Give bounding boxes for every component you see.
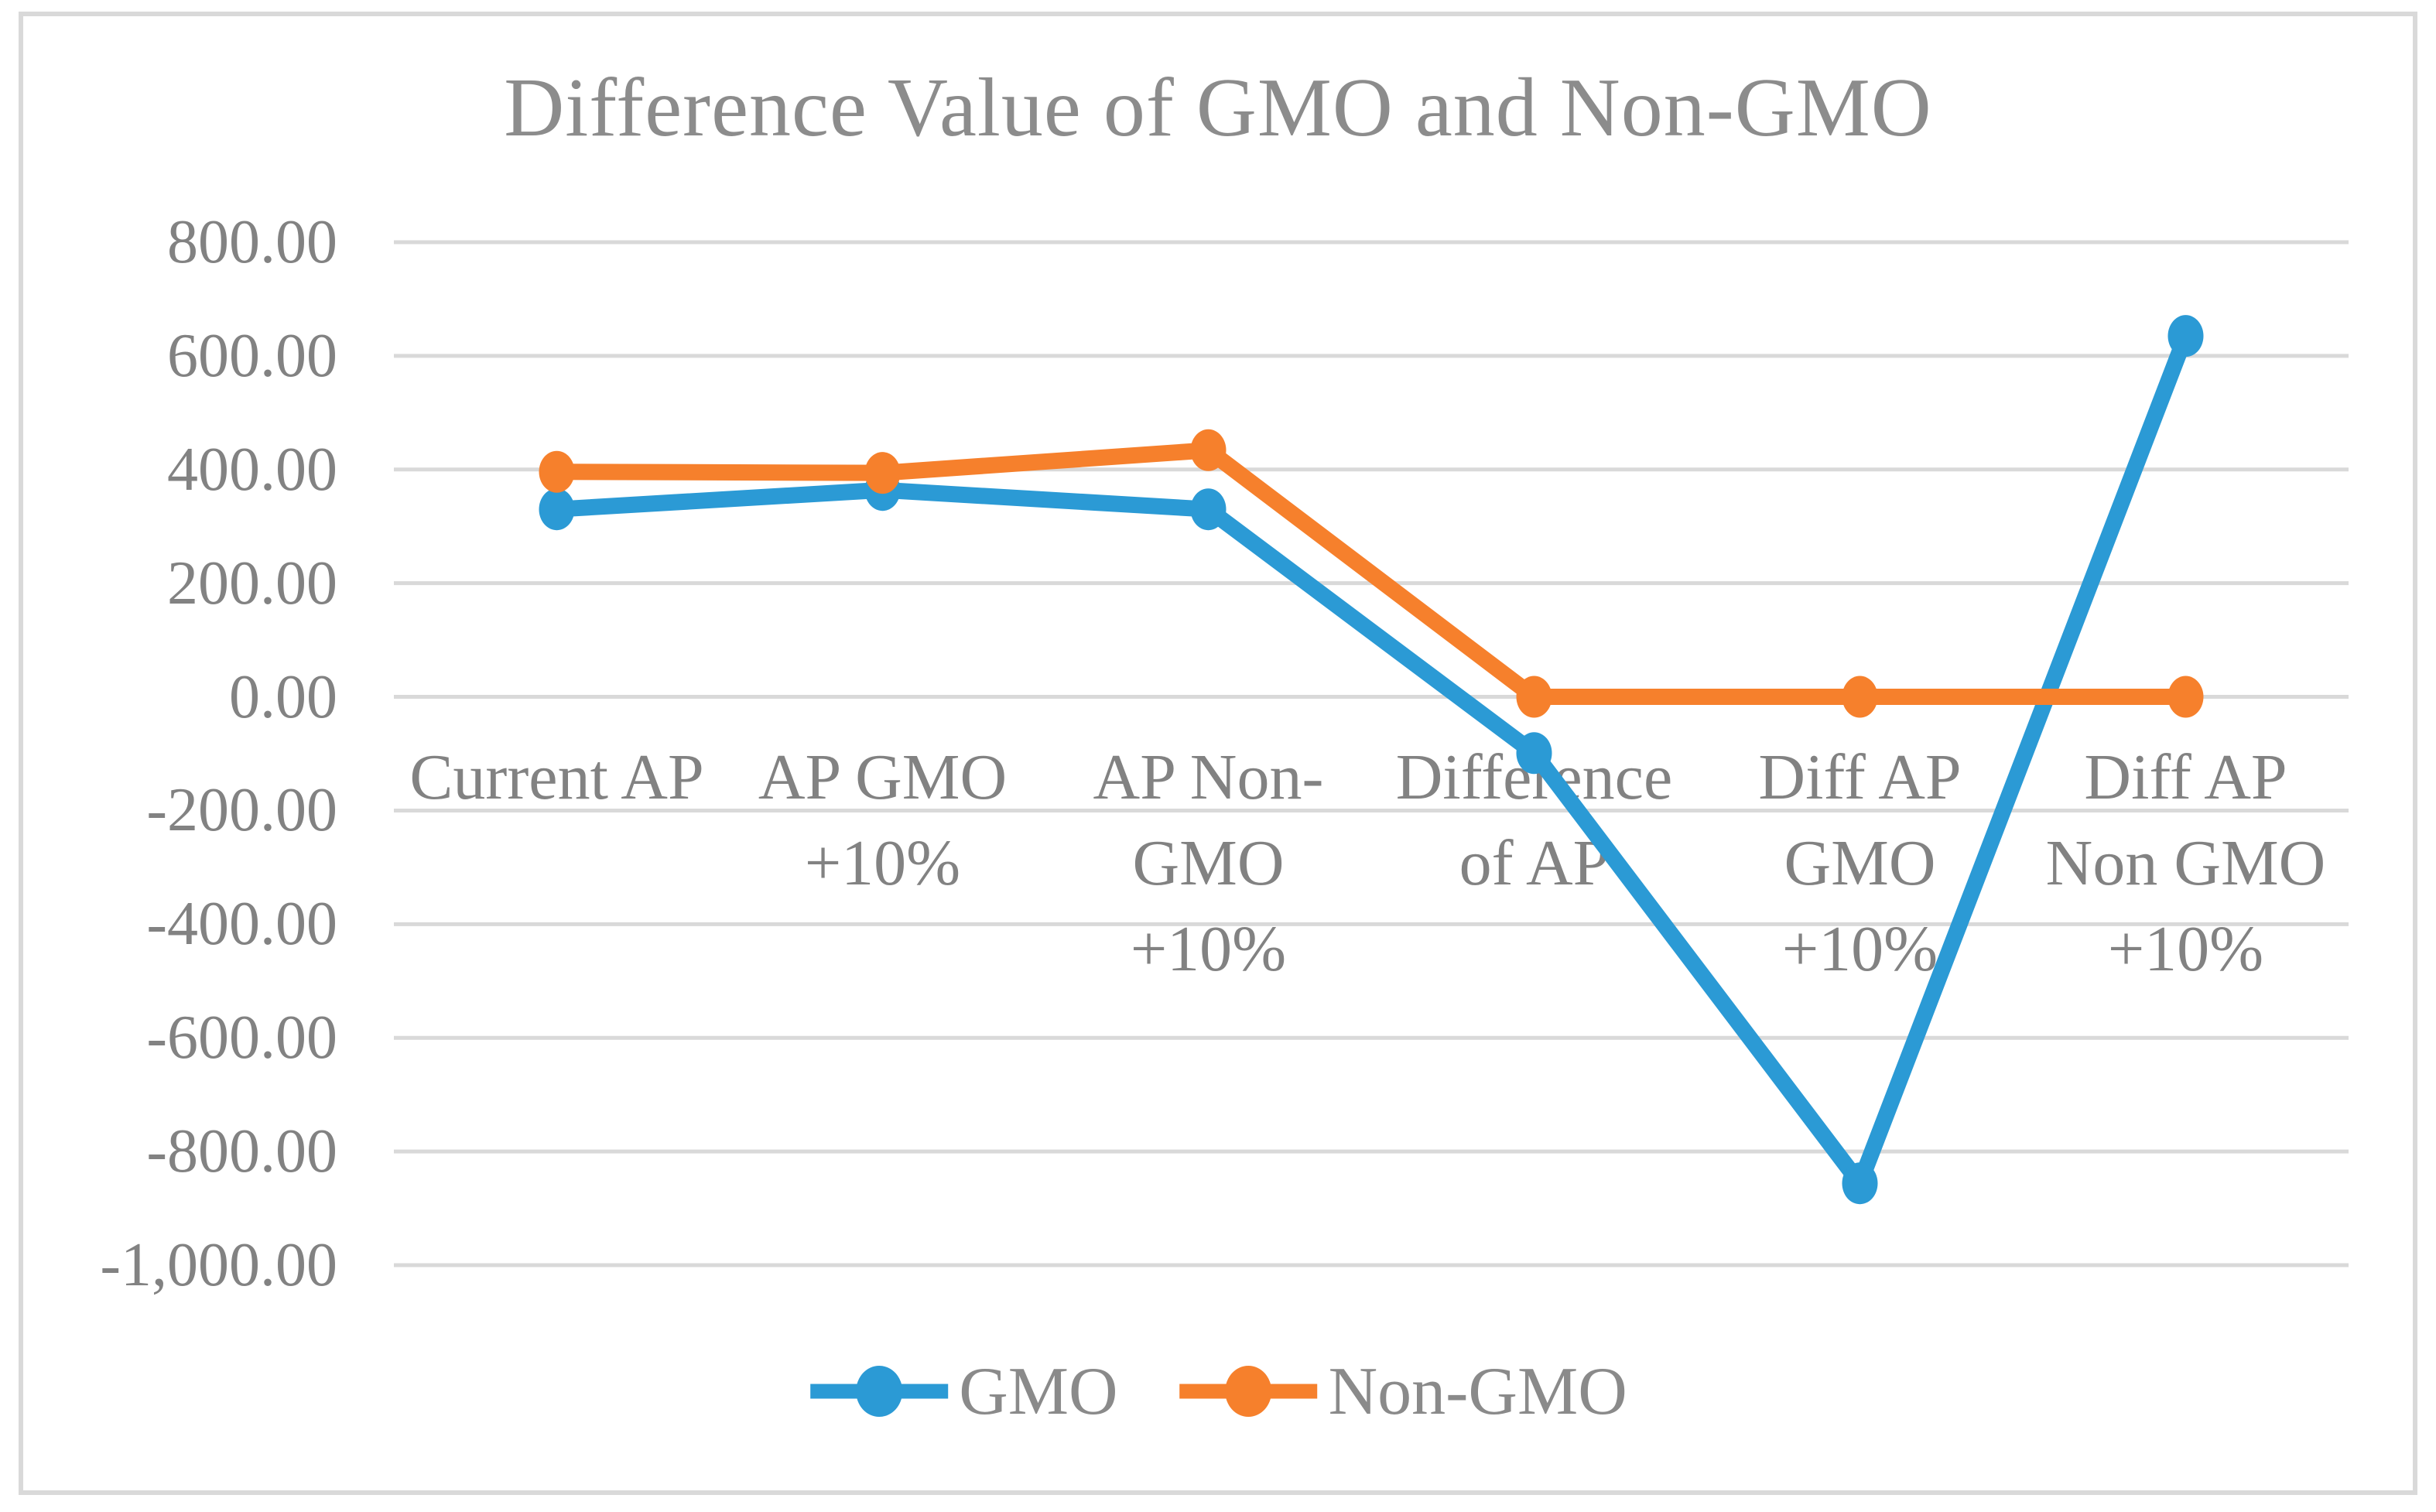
chart-border — [19, 12, 2417, 1495]
legend-label-non-gmo: Non-GMO — [1328, 1353, 1627, 1429]
data-point-marker — [864, 452, 901, 494]
data-point-marker — [2167, 315, 2204, 357]
data-point-marker — [1190, 429, 1227, 471]
legend-label-gmo: GMO — [959, 1353, 1118, 1429]
series-line-gmo — [549, 327, 2194, 1192]
chart-title: Difference Value of GMO and Non-GMO — [504, 62, 1932, 154]
data-point-marker — [1516, 676, 1552, 718]
y-tick-label: 0.00 — [229, 662, 337, 731]
series-line-non-gmo — [549, 442, 2194, 706]
y-tick-label: 800.00 — [167, 208, 337, 276]
data-point-marker — [539, 488, 575, 531]
data-point-marker — [2167, 676, 2204, 718]
legend-item-gmo: GMO — [809, 1345, 1118, 1438]
data-point-marker — [1190, 488, 1227, 531]
non-gmo-line-marker-icon — [1179, 1366, 1318, 1417]
x-category-label: AP GMO +10% — [758, 741, 1008, 899]
legend-marker — [856, 1366, 903, 1417]
legend-item-non-gmo: Non-GMO — [1179, 1345, 1627, 1438]
legend-marker — [1225, 1366, 1272, 1417]
y-tick-label: -1,000.00 — [100, 1231, 337, 1299]
x-category-label: Current AP — [409, 741, 704, 813]
data-point-marker — [1842, 1162, 1878, 1205]
y-tick-label: -600.00 — [146, 1004, 337, 1072]
x-category-label: AP Non- GMO +10% — [1093, 741, 1324, 985]
data-point-marker — [1516, 732, 1552, 775]
y-tick-label: -200.00 — [146, 776, 337, 845]
y-tick-label: 200.00 — [167, 549, 337, 617]
y-tick-label: 600.00 — [167, 321, 337, 390]
y-tick-label: -800.00 — [146, 1117, 337, 1186]
data-point-marker — [539, 450, 575, 493]
data-point-marker — [1842, 676, 1878, 718]
y-tick-label: -400.00 — [146, 890, 337, 959]
legend: GMO Non-GMO — [809, 1345, 1627, 1438]
gmo-line-marker-icon — [810, 1366, 949, 1417]
y-tick-label: 400.00 — [167, 435, 337, 504]
